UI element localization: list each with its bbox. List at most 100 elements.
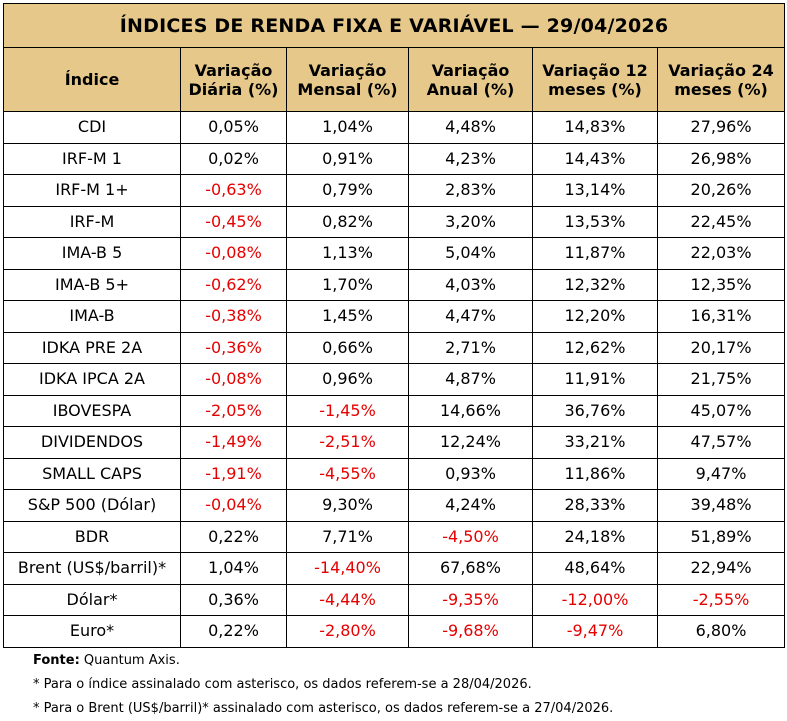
value-cell: -0,38% [180,300,287,333]
value-cell: 45,07% [656,394,786,427]
footnote-1: * Para o índice assinalado com asterisco… [33,677,532,692]
value-cell: 4,03% [408,268,533,301]
value-cell: 1,45% [286,300,409,333]
value-cell: 22,94% [656,552,786,585]
column-header-variacao-mensal: Variação Mensal (%) [286,47,409,112]
column-header-label: Variação Diária (%) [188,60,279,99]
value-cell: 6,80% [656,615,786,648]
column-header-label: Variação 24 meses (%) [668,60,774,99]
table-row: IRF-M -0,45% 0,82% 3,20% 13,53% 22,45% [3,205,786,238]
table-row: S&P 500 (Dólar) -0,04% 9,30% 4,24% 28,33% 39,… [3,489,786,522]
footnote-2: * Para o Brent (US$/barril)* assinalado … [33,701,614,716]
value-cell: -0,08% [180,237,287,270]
value-cell: 0,79% [286,174,409,207]
value-cell: 36,76% [532,394,658,427]
value-cell: -4,44% [286,583,409,616]
value-cell: 0,82% [286,205,409,238]
value-cell: -0,04% [180,489,287,522]
value-cell: 12,32% [532,268,658,301]
value-cell: 22,03% [656,237,786,270]
value-cell: 4,47% [408,300,533,333]
source-line: Fonte: Quantum Axis. [33,649,613,673]
value-cell: 9,30% [286,489,409,522]
column-header-indice: Índice [3,47,181,112]
value-cell: 0,91% [286,142,409,175]
value-cell: 2,71% [408,331,533,364]
value-cell: -4,50% [408,520,533,553]
value-cell: 20,17% [656,331,786,364]
value-cell: 1,70% [286,268,409,301]
table-row: Brent (US$/barril)* 1,04% -14,40% 67,68% 48,… [3,552,786,585]
table-row: IMA-B 5+ -0,62% 1,70% 4,03% 12,32% 12,35% [3,268,786,301]
column-header-label: Variação Anual (%) [426,60,515,99]
value-cell: -2,51% [286,426,409,459]
value-cell: 14,66% [408,394,533,427]
value-cell: 2,83% [408,174,533,207]
index-name-cell: IDKA IPCA 2A [3,363,181,396]
column-header-variacao-anual: Variação Anual (%) [408,47,533,112]
index-name-cell: SMALL CAPS [3,457,181,490]
value-cell: 20,26% [656,174,786,207]
value-cell: 1,13% [286,237,409,270]
value-cell: -0,62% [180,268,287,301]
table-row: DIVIDENDOS -1,49% -2,51% 12,24% 33,21% 47,57% [3,426,786,459]
value-cell: -1,91% [180,457,287,490]
value-cell: 0,22% [180,615,287,648]
header-row: Índice Variação Diária (%) Variação Mens… [3,47,786,112]
value-cell: 12,35% [656,268,786,301]
value-cell: 0,05% [180,111,287,144]
value-cell: 14,43% [532,142,658,175]
value-cell: 0,93% [408,457,533,490]
value-cell: 0,36% [180,583,287,616]
value-cell: 14,83% [532,111,658,144]
value-cell: 24,18% [532,520,658,553]
value-cell: -9,47% [532,615,658,648]
table-row: IRF-M 1 0,02% 0,91% 4,23% 14,43% 26,98% [3,142,786,175]
index-name-cell: S&P 500 (Dólar) [3,489,181,522]
value-cell: -12,00% [532,583,658,616]
column-header-variacao-12-meses: Variação 12 meses (%) [532,47,658,112]
value-cell: -14,40% [286,552,409,585]
table-row: Dólar* 0,36% -4,44% -9,35% -12,00% -2,55% [3,583,786,616]
index-name-cell: DIVIDENDOS [3,426,181,459]
column-header-variacao-24-meses: Variação 24 meses (%) [656,47,786,112]
value-cell: 4,48% [408,111,533,144]
value-cell: 12,62% [532,331,658,364]
value-cell: -1,45% [286,394,409,427]
value-cell: 5,04% [408,237,533,270]
value-cell: -9,35% [408,583,533,616]
value-cell: 13,14% [532,174,658,207]
value-cell: 0,22% [180,520,287,553]
value-cell: 26,98% [656,142,786,175]
value-cell: 39,48% [656,489,786,522]
table-row: Euro* 0,22% -2,80% -9,68% -9,47% 6,80% [3,615,786,648]
value-cell: 33,21% [532,426,658,459]
index-name-cell: BDR [3,520,181,553]
value-cell: 16,31% [656,300,786,333]
table-row: CDI 0,05% 1,04% 4,48% 14,83% 27,96% [3,111,786,144]
value-cell: 27,96% [656,111,786,144]
value-cell: 28,33% [532,489,658,522]
column-header-variacao-diaria: Variação Diária (%) [180,47,287,112]
value-cell: 1,04% [286,111,409,144]
table-row: IRF-M 1+ -0,63% 0,79% 2,83% 13,14% 20,26% [3,174,786,207]
value-cell: -0,63% [180,174,287,207]
index-name-cell: CDI [3,111,181,144]
value-cell: -1,49% [180,426,287,459]
value-cell: 1,04% [180,552,287,585]
value-cell: 0,66% [286,331,409,364]
value-cell: 13,53% [532,205,658,238]
value-cell: 12,24% [408,426,533,459]
table-row: SMALL CAPS -1,91% -4,55% 0,93% 11,86% 9,47% [3,457,786,490]
index-name-cell: Dólar* [3,583,181,616]
value-cell: 47,57% [656,426,786,459]
value-cell: 4,23% [408,142,533,175]
value-cell: -0,36% [180,331,287,364]
value-cell: 48,64% [532,552,658,585]
value-cell: -2,05% [180,394,287,427]
indices-table: ÍNDICES DE RENDA FIXA E VARIÁVEL — 29/04… [2,3,786,648]
table-row: IDKA PRE 2A -0,36% 0,66% 2,71% 12,62% 20,17% [3,331,786,364]
footer-notes: Fonte: Quantum Axis. * Para o índice ass… [33,649,613,721]
column-header-label: Variação Mensal (%) [297,60,398,99]
value-cell: -0,45% [180,205,287,238]
